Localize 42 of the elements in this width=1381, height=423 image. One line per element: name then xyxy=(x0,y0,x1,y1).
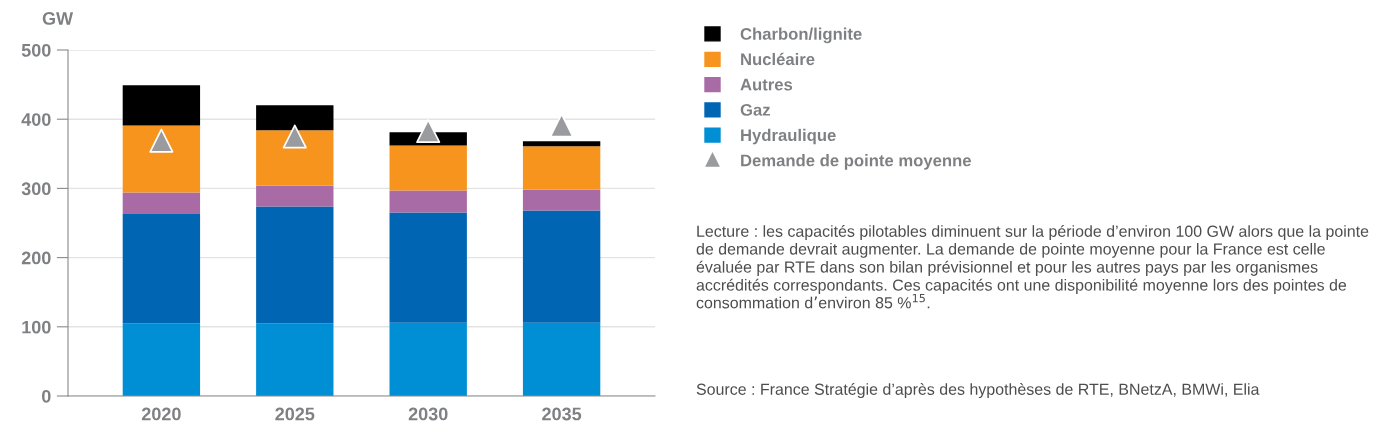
y-tick-label: 100 xyxy=(22,320,51,334)
bar xyxy=(256,130,334,186)
y-tick-label: 200 xyxy=(21,251,51,265)
bar xyxy=(389,190,467,213)
legend-label: Demande de pointe moyenne xyxy=(741,154,971,170)
bar xyxy=(256,105,334,131)
x-tick-label: 2020 xyxy=(141,407,181,421)
bar xyxy=(122,323,201,396)
legend-label: Gaz xyxy=(740,103,770,116)
bar xyxy=(522,146,601,190)
bar xyxy=(122,192,201,214)
y-tick-label: 0 xyxy=(42,389,51,403)
bar xyxy=(522,189,601,211)
bar xyxy=(122,214,201,324)
source-note: Source : France Stratégie d’après des hypothèses de RTE, BNetzA, BMWi, Elia xyxy=(696,383,1260,399)
point xyxy=(149,128,174,153)
legend-label: Nucléaire xyxy=(741,52,815,66)
y-tick-label: 300 xyxy=(21,182,51,196)
bar xyxy=(389,322,467,396)
y-tick-label: 400 xyxy=(21,113,51,126)
bar xyxy=(122,85,201,126)
bar xyxy=(122,125,201,193)
bar xyxy=(389,212,467,323)
bar xyxy=(256,206,334,324)
point xyxy=(416,118,441,143)
bar xyxy=(522,322,601,396)
y-tick-label: 500 xyxy=(21,43,51,57)
legend-label: Autres xyxy=(740,78,793,91)
point xyxy=(549,113,574,138)
y-axis-title: GW xyxy=(42,12,74,25)
bar xyxy=(522,210,601,323)
x-tick-label: 2025 xyxy=(275,407,315,421)
x-tick-label: 2035 xyxy=(542,407,582,421)
bar xyxy=(522,141,601,147)
legend-label: Hydraulique xyxy=(741,128,836,145)
x-tick-label: 2030 xyxy=(408,407,448,421)
bar xyxy=(256,323,334,396)
bar xyxy=(389,145,467,191)
text: Lecture : les capacités pilotables diminuent sur la période d’environ 100 GW alors que la pointe de demande devrait augmenter. La demande de pointe moyenne pour la France est celle évaluée par RTE dans son bilan prévisionnel et pour les autres pays par les organismes accrédités correspondants. Ces capacités ont une disponibilité moyenne lors des pointes de consommation d’environ 85 %$^{15}$. xyxy=(696,225,1369,309)
bar xyxy=(256,185,334,207)
legend-label: Charbon/lignite xyxy=(740,27,862,44)
point xyxy=(282,124,307,149)
